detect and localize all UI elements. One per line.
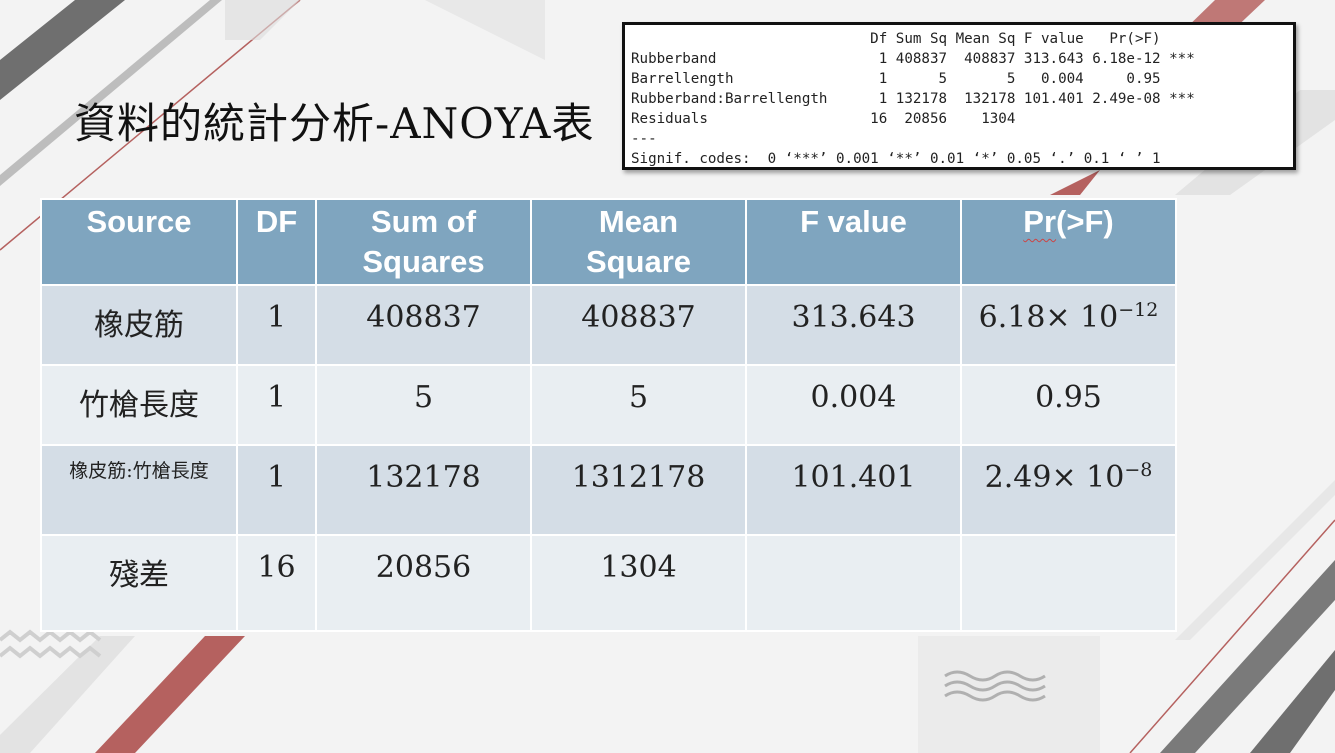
table-row: 殘差 16 20856 1304 [40, 534, 1177, 632]
r-output-line: Rubberband 1 408837 408837 313.643 6.18e… [631, 51, 1195, 67]
cell-sum-sq: 132178 [315, 444, 532, 536]
r-output-line: --- [631, 131, 657, 147]
cell-f-value: 0.004 [745, 364, 962, 446]
cell-p-value: 2.49× 10−8 [960, 444, 1177, 536]
r-output-line: Rubberband:Barrellength 1 132178 132178 … [631, 91, 1195, 107]
cell-sum-sq: 20856 [315, 534, 532, 632]
cell-source: 橡皮筋:竹槍長度 [40, 444, 238, 536]
table-row: 竹槍長度 1 5 5 0.004 0.95 [40, 364, 1177, 446]
table-header-row: Source DF Sum of Squares Mean Square F val… [40, 198, 1177, 286]
cell-mean-sq: 408837 [530, 284, 747, 366]
header-f-value: F value [745, 198, 962, 286]
cell-p-value: 0.95 [960, 364, 1177, 446]
table-row: 橡皮筋:竹槍長度 1 132178 1312178 101.401 2.49× … [40, 444, 1177, 536]
header-mean-sq: Mean Square [530, 198, 747, 286]
cell-df: 1 [236, 364, 317, 446]
cell-f-value: 101.401 [745, 444, 962, 536]
header-df: DF [236, 198, 317, 286]
r-output-line: Barrellength 1 5 5 0.004 0.95 [631, 71, 1195, 87]
r-output-line: Residuals 16 20856 1304 [631, 111, 1195, 127]
cell-f-value: 313.643 [745, 284, 962, 366]
header-sum-sq: Sum of Squares [315, 198, 532, 286]
header-source: Source [40, 198, 238, 286]
cell-source: 殘差 [40, 534, 238, 632]
cell-sum-sq: 5 [315, 364, 532, 446]
r-output-signif: Signif. codes: 0 ‘***’ 0.001 ‘**’ 0.01 ‘… [631, 151, 1161, 167]
cell-source: 橡皮筋 [40, 284, 238, 366]
cell-df: 1 [236, 444, 317, 536]
cell-mean-sq: 1312178 [530, 444, 747, 536]
cell-df: 1 [236, 284, 317, 366]
cell-source: 竹槍長度 [40, 364, 238, 446]
table-row: 橡皮筋 1 408837 408837 313.643 6.18× 10−12 [40, 284, 1177, 366]
cell-mean-sq: 5 [530, 364, 747, 446]
cell-f-value [745, 534, 962, 632]
slide-title: 資料的統計分析-ANOYA表 [74, 99, 595, 148]
cell-sum-sq: 408837 [315, 284, 532, 366]
cell-p-value [960, 534, 1177, 632]
cell-mean-sq: 1304 [530, 534, 747, 632]
anova-table: Source DF Sum of Squares Mean Square F val… [40, 198, 1177, 632]
header-pr: Pr(>F) [960, 198, 1177, 286]
cell-df: 16 [236, 534, 317, 632]
r-anova-output: Df Sum Sq Mean Sq F value Pr(>F) Rubberb… [622, 22, 1296, 170]
r-output-header: Df Sum Sq Mean Sq F value Pr(>F) [631, 31, 1195, 47]
r-output-text: Df Sum Sq Mean Sq F value Pr(>F) Rubberb… [631, 29, 1287, 167]
cell-p-value: 6.18× 10−12 [960, 284, 1177, 366]
